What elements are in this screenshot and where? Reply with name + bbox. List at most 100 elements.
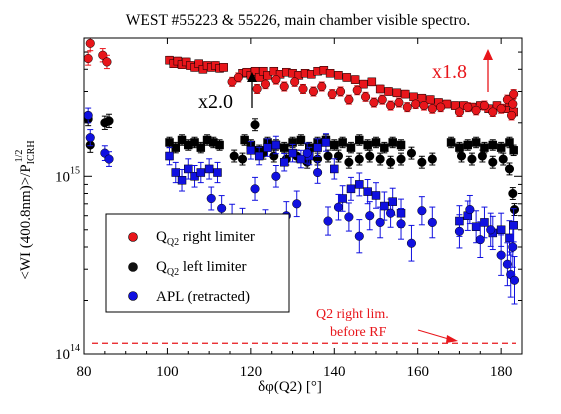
data-point-circle-s1 xyxy=(456,151,467,161)
data-point-square-s1 xyxy=(171,143,181,152)
x-tick-label: 180 xyxy=(490,364,513,380)
data-point-square-s1 xyxy=(388,138,397,147)
legend-sub-left-limiter: Q2 xyxy=(167,267,179,278)
data-point-square-s2 xyxy=(371,191,381,200)
data-point-circle-s2 xyxy=(206,193,216,204)
data-point-circle-s0 xyxy=(352,85,362,95)
y-tick-label: 1015 xyxy=(55,165,80,185)
data-point-circle-s1 xyxy=(417,157,427,167)
data-point-square-s2 xyxy=(177,175,187,185)
data-point-square-s0 xyxy=(392,88,402,98)
data-point-circle-s0 xyxy=(308,86,318,97)
data-point-circle-s2 xyxy=(454,226,464,236)
data-point-square-s0 xyxy=(359,79,368,89)
x-tick-label: 160 xyxy=(406,364,429,380)
data-point-circle-s2 xyxy=(323,216,333,226)
legend-marker-apl xyxy=(128,291,138,301)
data-point-square-s2 xyxy=(363,187,372,196)
data-point-circle-s2 xyxy=(344,212,354,222)
data-point-circle-s2 xyxy=(406,238,417,248)
legend-sub-right-limiter: Q2 xyxy=(167,237,179,248)
data-point-circle-s1 xyxy=(477,151,487,161)
data-point-circle-s0 xyxy=(419,101,429,111)
data-point-circle-s2 xyxy=(313,167,323,178)
data-point-square-s2 xyxy=(213,168,222,177)
data-point-circle-s1 xyxy=(508,188,518,199)
data-point-square-s1 xyxy=(455,143,464,152)
data-point-circle-s0 xyxy=(463,102,473,112)
data-point-square-s1 xyxy=(496,143,506,152)
x2-label: x2.0 xyxy=(198,91,233,113)
data-point-circle-s0 xyxy=(508,99,518,109)
data-point-circle-s0 xyxy=(454,107,464,117)
data-point-circle-s0 xyxy=(488,107,498,117)
data-point-circle-s1 xyxy=(375,154,385,164)
data-point-circle-s0 xyxy=(317,81,327,92)
data-point-circle-s1 xyxy=(386,157,396,167)
x-tick-labels: 80 100 120 140 160 180 xyxy=(77,364,513,380)
data-point-circle-s2 xyxy=(386,208,396,218)
axis-ticks xyxy=(83,37,522,355)
data-point-square-s0 xyxy=(334,71,343,80)
data-point-square-s1 xyxy=(346,143,356,152)
data-point-circle-s1 xyxy=(344,157,354,167)
data-point-circle-s0 xyxy=(271,75,281,85)
data-point-square-s2 xyxy=(313,143,322,152)
data-point-circle-s2 xyxy=(496,250,506,260)
data-point-circle-s0 xyxy=(85,38,95,48)
data-point-square-s1 xyxy=(355,135,364,145)
data-point-circle-s1 xyxy=(365,151,375,161)
data-point-circle-s2 xyxy=(375,217,385,227)
data-point-square-s0 xyxy=(367,77,377,87)
legend-label-apl: APL (retracted) xyxy=(156,289,250,305)
data-point-square-s1 xyxy=(463,140,473,150)
data-point-circle-s0 xyxy=(102,57,112,67)
data-point-circle-s2 xyxy=(85,133,95,143)
data-point-square-s1 xyxy=(279,143,289,152)
data-point-circle-s0 xyxy=(471,105,481,115)
data-point-square-s2 xyxy=(171,168,181,177)
data-point-square-s2 xyxy=(338,194,347,203)
y-axis-label-sup: 1/2 xyxy=(14,150,25,163)
data-point-circle-s0 xyxy=(394,97,404,108)
data-point-circle-s0 xyxy=(260,79,271,89)
data-point-square-s2 xyxy=(263,143,272,152)
data-point-circle-s1 xyxy=(354,154,364,164)
data-point-circle-s1 xyxy=(333,151,344,161)
data-point-circle-s0 xyxy=(507,110,517,120)
data-point-square-s2 xyxy=(355,180,364,189)
data-point-circle-s2 xyxy=(217,203,227,213)
data-point-circle-s1 xyxy=(504,164,515,174)
data-point-square-s0 xyxy=(451,101,460,110)
data-point-circle-s2 xyxy=(354,231,364,241)
data-point-circle-s1 xyxy=(396,154,406,164)
data-point-square-s0 xyxy=(425,95,435,104)
data-point-circle-s0 xyxy=(436,102,446,112)
data-point-circle-s2 xyxy=(250,184,260,194)
data-point-square-s0 xyxy=(350,75,360,84)
x-tick-label: 140 xyxy=(323,364,346,380)
data-point-circle-s0 xyxy=(290,77,300,87)
data-point-square-s1 xyxy=(371,138,381,147)
chart-title: WEST #55223 & 55226, main chamber visibl… xyxy=(126,12,471,29)
y-tick-labels: 1014 1015 xyxy=(55,165,80,363)
data-point-circle-s2 xyxy=(83,110,93,120)
data-point-square-s2 xyxy=(380,201,389,211)
data-point-square-s2 xyxy=(330,164,339,174)
data-point-square-s1 xyxy=(480,143,489,152)
x-tick-label: 80 xyxy=(77,364,92,380)
data-point-circle-s1 xyxy=(104,116,114,126)
data-point-square-s1 xyxy=(215,140,224,150)
data-point-square-s2 xyxy=(480,218,489,227)
data-point-circle-s1 xyxy=(323,151,333,161)
data-point-circle-s0 xyxy=(344,95,354,105)
data-point-square-s2 xyxy=(246,146,256,155)
data-point-square-s2 xyxy=(296,154,306,164)
data-point-square-s1 xyxy=(380,143,389,152)
data-point-square-s0 xyxy=(342,73,352,82)
data-point-square-s2 xyxy=(346,184,356,194)
data-point-circle-s1 xyxy=(498,154,508,164)
plot-frame xyxy=(83,37,523,355)
data-point-square-s2 xyxy=(505,233,514,243)
